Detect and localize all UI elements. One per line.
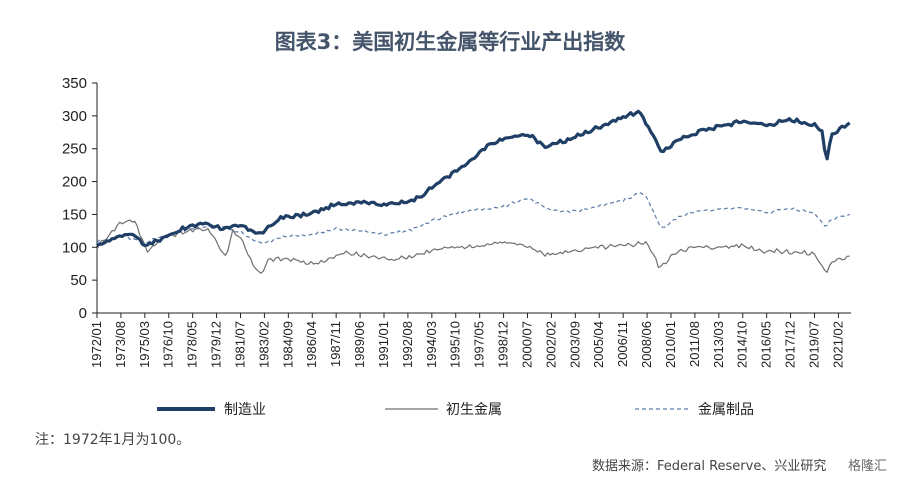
legend-label-fabricated-metals: 金属制品 <box>698 402 754 418</box>
x-tick-label: 1983/02 <box>256 321 271 368</box>
x-tick-label: 2003/09 <box>567 321 582 368</box>
x-tick-label: 1973/08 <box>113 321 128 368</box>
x-tick-label: 1987/11 <box>328 321 343 367</box>
y-axis: 0 50 100 150 200 250 300 350 <box>62 75 98 322</box>
series-line-manufacturing <box>96 109 851 248</box>
y-tick-label: 200 <box>62 174 87 191</box>
x-tick-label: 1994/03 <box>424 321 439 368</box>
x-tick-label: 2006/11 <box>615 321 630 367</box>
y-tick-label: 150 <box>62 206 87 223</box>
x-tick-label: 2000/07 <box>519 321 534 368</box>
x-tick-label: 1976/10 <box>161 321 176 368</box>
footnote: 注：1972年1月为100。 <box>35 432 190 448</box>
legend-label-manufacturing: 制造业 <box>224 402 266 418</box>
x-tick-label: 2016/05 <box>759 321 774 368</box>
y-tick-label: 300 <box>62 108 87 125</box>
x-tick-label: 2005/04 <box>591 321 606 368</box>
x-tick-label: 1979/12 <box>209 321 224 368</box>
x-tick-label: 1997/05 <box>472 321 487 368</box>
x-tick-label: 1998/12 <box>496 321 511 368</box>
x-tick-label: 2017/12 <box>783 321 798 368</box>
x-tick-label: 2002/02 <box>543 321 558 368</box>
x-tick-label: 1984/09 <box>280 321 295 368</box>
x-tick-label: 1995/10 <box>448 321 463 368</box>
x-tick-label: 1992/08 <box>400 321 415 368</box>
x-tick-label: 2011/08 <box>687 321 702 367</box>
y-tick-label: 350 <box>62 75 87 92</box>
watermark-text: 格隆汇 <box>848 458 887 474</box>
x-axis: 1972/01 1973/08 1975/03 1976/10 1978/05 1979/… <box>89 312 851 368</box>
series-line-fabricated-metals <box>96 192 850 245</box>
y-tick-label: 50 <box>70 272 87 289</box>
y-tick-label: 100 <box>62 239 87 256</box>
legend: 制造业 初生金属 金属制品 <box>157 401 754 418</box>
chart-title: 图表3：美国初生金属等行业产出指数 <box>275 30 627 54</box>
x-tick-label: 2010/01 <box>663 321 678 368</box>
x-tick-label: 1991/01 <box>376 321 391 368</box>
x-tick-label: 1978/05 <box>185 321 200 368</box>
x-tick-label: 2019/07 <box>806 321 821 368</box>
x-tick-label: 1986/04 <box>304 321 319 368</box>
x-tick-label: 1981/07 <box>232 321 247 368</box>
plot-area <box>96 109 851 274</box>
x-tick-label: 1989/06 <box>352 321 367 368</box>
x-tick-label: 2013/03 <box>711 321 726 368</box>
legend-label-primary-metals: 初生金属 <box>446 401 502 418</box>
series-line-primary-metals <box>96 219 850 274</box>
x-tick-label: 1972/01 <box>89 321 104 368</box>
y-tick-label: 0 <box>79 305 87 322</box>
x-tick-label: 2021/02 <box>830 321 845 368</box>
x-tick-label: 2008/06 <box>639 321 654 368</box>
data-source: 数据来源：Federal Reserve、兴业研究 <box>592 459 826 474</box>
x-tick-label: 2014/10 <box>735 321 750 368</box>
y-tick-label: 250 <box>62 141 87 158</box>
x-tick-label: 1975/03 <box>137 321 152 368</box>
